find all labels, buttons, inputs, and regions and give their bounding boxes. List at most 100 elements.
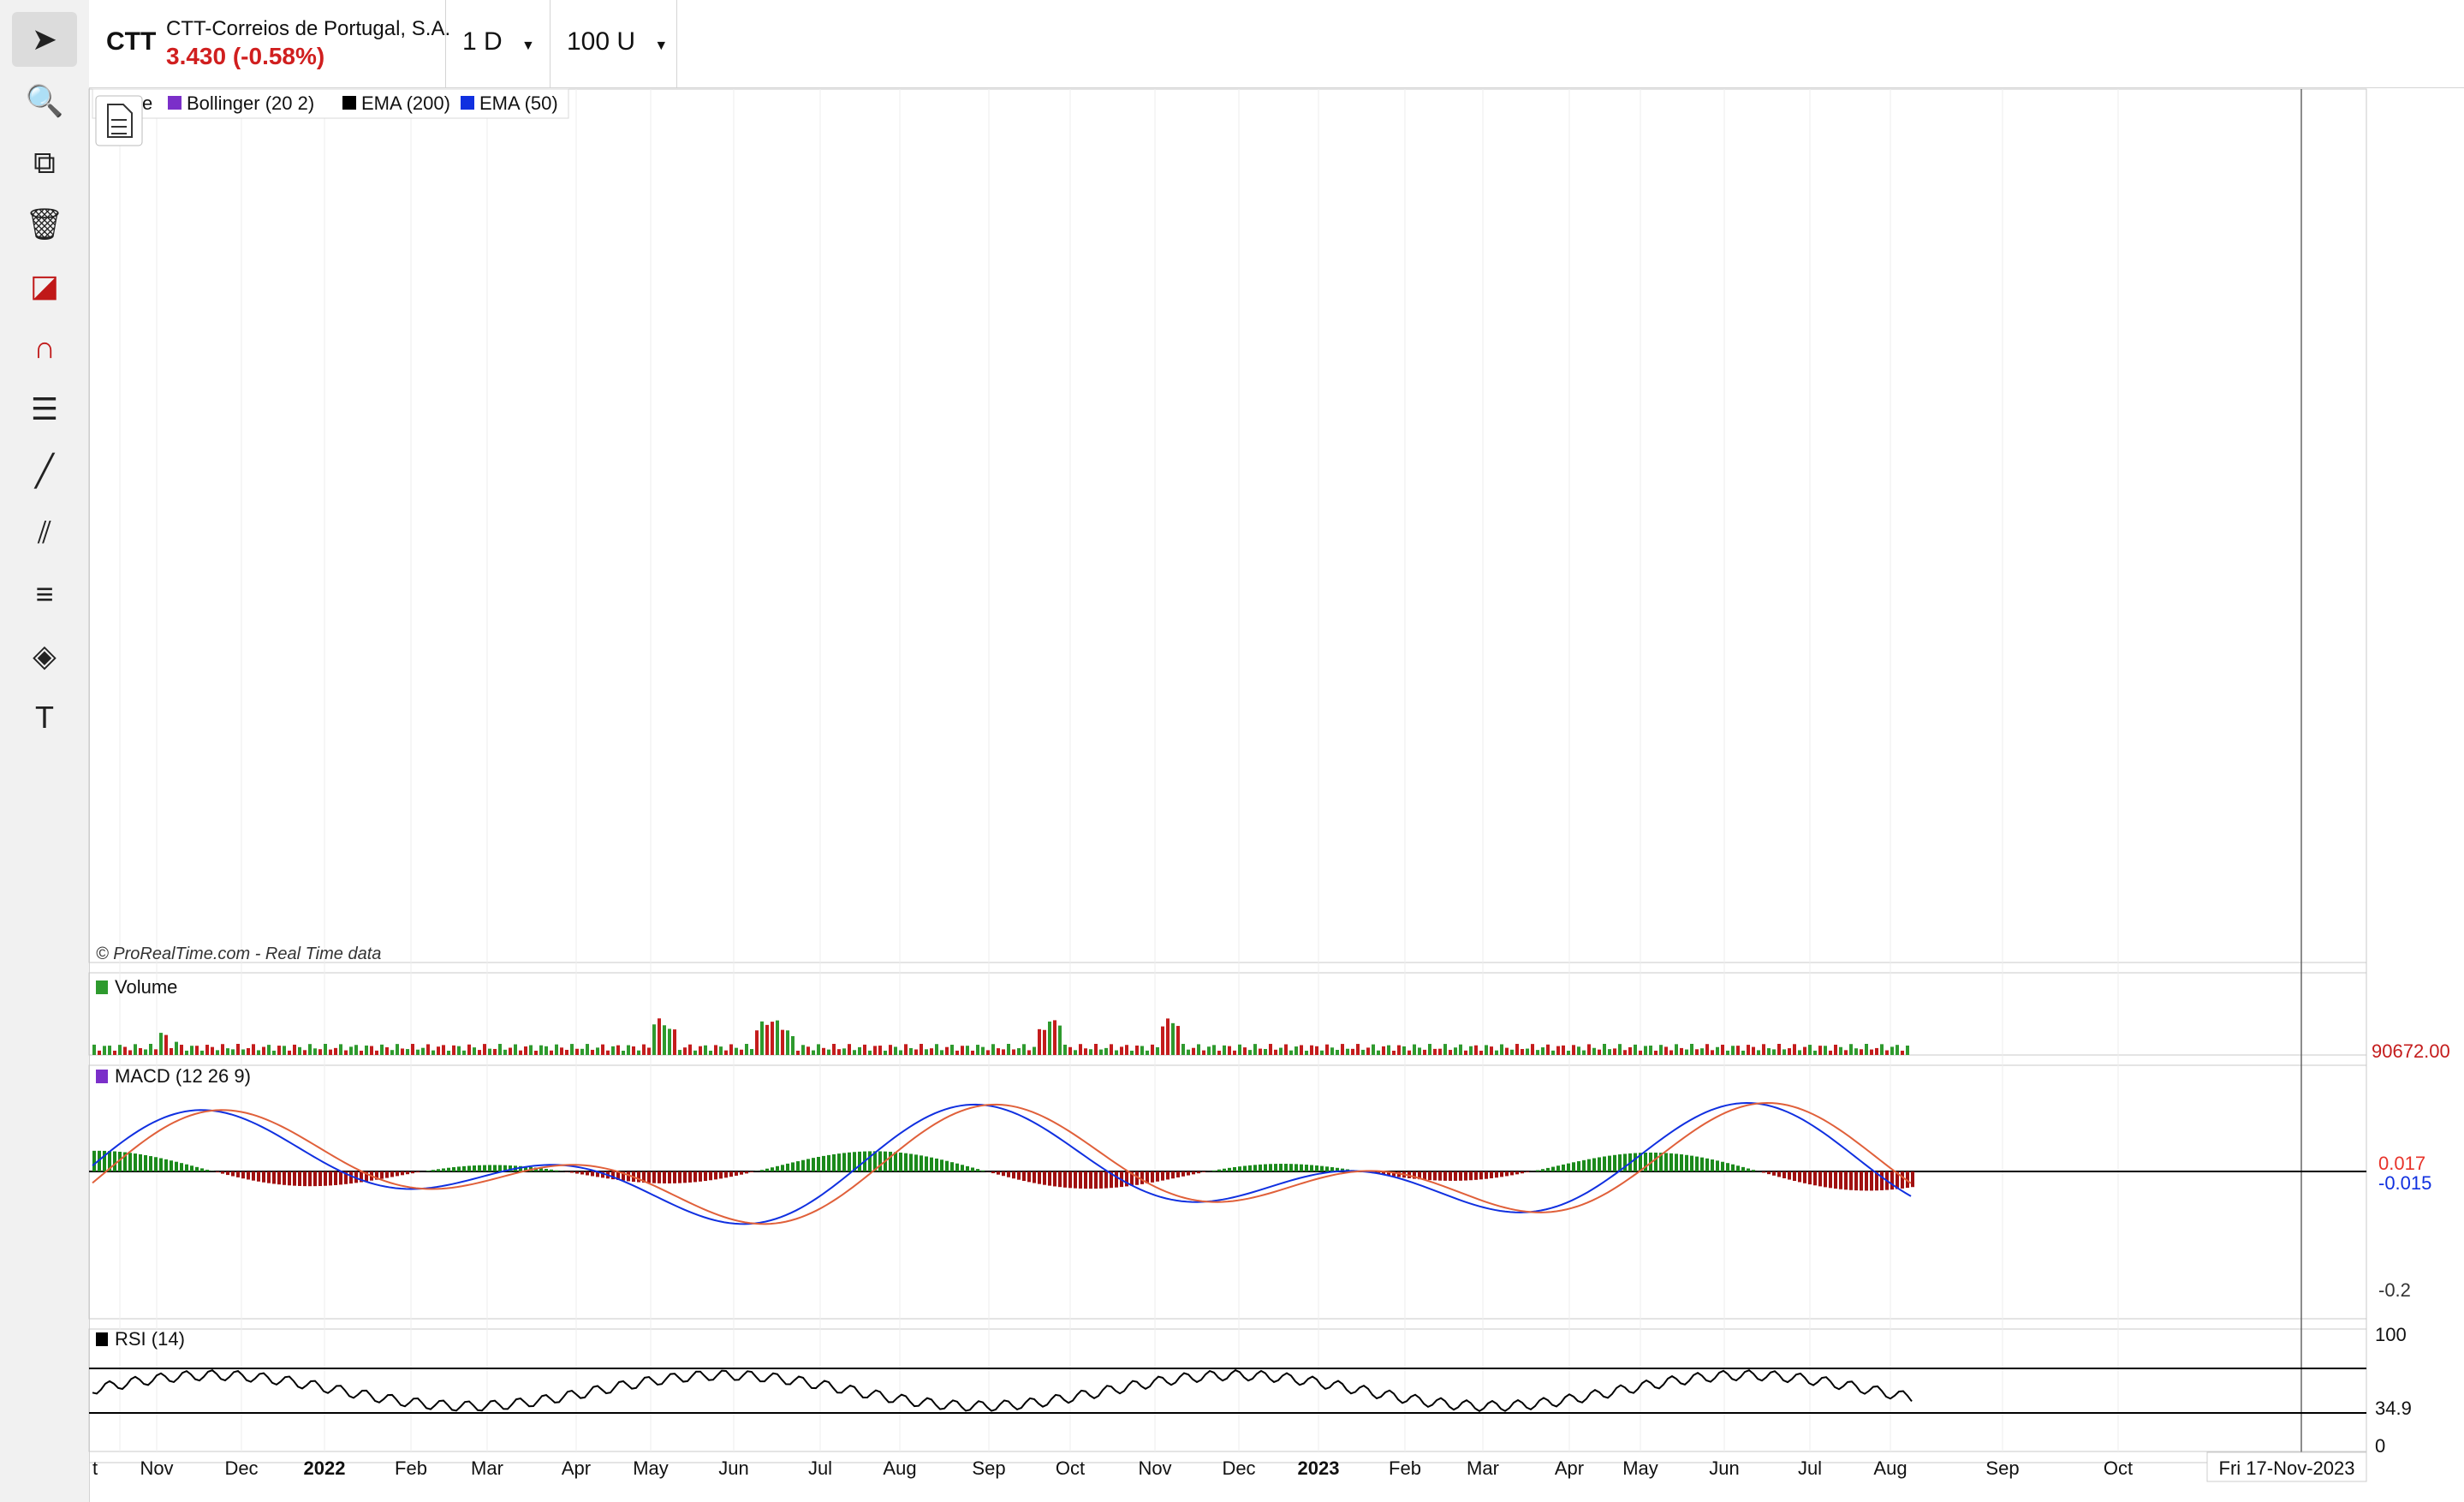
- volume-bar: [1022, 1044, 1026, 1055]
- chevron-down-icon: ▼: [654, 39, 669, 53]
- legend-swatch: [96, 1332, 108, 1346]
- macd-histogram-bar: [298, 1171, 301, 1186]
- macd-histogram-bar: [580, 1171, 584, 1175]
- macd-histogram-bar: [509, 1165, 512, 1171]
- volume-bar: [1567, 1050, 1570, 1055]
- volume-bar: [1361, 1049, 1365, 1055]
- volume-bar: [606, 1050, 610, 1055]
- volume-bar: [1623, 1050, 1627, 1055]
- volume-bar: [1356, 1044, 1360, 1055]
- volume-bar: [1351, 1048, 1354, 1055]
- x-tick-label: Nov: [140, 1457, 173, 1479]
- volume-bar: [1587, 1044, 1591, 1055]
- volume-bar: [642, 1044, 646, 1055]
- macd-histogram-bar: [1639, 1153, 1642, 1171]
- volume-bar: [570, 1044, 574, 1055]
- macd-histogram-bar: [1613, 1154, 1616, 1171]
- magnet-icon[interactable]: ∩: [33, 330, 56, 365]
- volume-bar: [1644, 1046, 1647, 1055]
- layout-icon[interactable]: ◪: [29, 268, 59, 303]
- macd-histogram-bar: [1587, 1159, 1591, 1171]
- volume-bar: [488, 1048, 491, 1055]
- volume-bar: [1875, 1047, 1878, 1055]
- macd-histogram-bar: [1012, 1171, 1015, 1179]
- volume-bar: [1284, 1044, 1288, 1055]
- macd-histogram-bar: [324, 1171, 327, 1186]
- macd-histogram-bar: [1330, 1167, 1334, 1171]
- macd-histogram-bar: [683, 1171, 687, 1183]
- cursor-icon[interactable]: ➤: [12, 12, 77, 67]
- text-icon[interactable]: T: [35, 700, 54, 735]
- copy-icon[interactable]: ⧉: [33, 144, 56, 180]
- macd-histogram-bar: [1880, 1171, 1884, 1191]
- list-icon[interactable]: ☰: [30, 391, 59, 426]
- macd-histogram-bar: [1521, 1171, 1524, 1174]
- macd-histogram-bar: [1038, 1171, 1041, 1184]
- symbol-label[interactable]: CTT: [106, 27, 157, 56]
- macd-histogram-bar: [565, 1171, 568, 1172]
- shapes-icon[interactable]: ◈: [33, 638, 57, 673]
- macd-histogram-bar: [1325, 1166, 1329, 1171]
- volume-bar: [971, 1050, 974, 1055]
- parallel-lines-icon[interactable]: ⫽: [37, 514, 52, 550]
- volume-bar: [1341, 1044, 1344, 1055]
- volume-bar: [1628, 1046, 1632, 1055]
- macd-histogram-bar: [267, 1171, 271, 1183]
- macd-histogram-bar: [1598, 1157, 1601, 1171]
- macd-histogram-bar: [1228, 1167, 1231, 1171]
- macd-histogram-bar: [431, 1170, 435, 1171]
- volume-value: 90672.00: [2372, 1040, 2450, 1062]
- fibonacci-icon[interactable]: ≡: [35, 576, 54, 611]
- macd-histogram-bar: [1294, 1164, 1298, 1171]
- macd-histogram-bar: [92, 1150, 96, 1171]
- magnifier-icon[interactable]: 🔍: [25, 83, 64, 118]
- macd-histogram-bar: [283, 1171, 286, 1185]
- macd-histogram-bar: [1505, 1171, 1509, 1177]
- volume-bar: [308, 1044, 312, 1055]
- volume-bar: [1110, 1044, 1113, 1055]
- units-selector[interactable]: 100 U ▼: [567, 27, 668, 57]
- macd-histogram-bar: [889, 1151, 892, 1171]
- volume-bar: [1181, 1044, 1185, 1055]
- volume-bar: [1572, 1045, 1575, 1055]
- volume-label: Volume: [115, 976, 177, 998]
- macd-histogram-bar: [164, 1159, 168, 1171]
- volume-bar: [1870, 1049, 1873, 1055]
- volume-bar: [1392, 1051, 1396, 1055]
- rsi-panel-frame: [88, 1328, 2367, 1452]
- volume-bar: [426, 1044, 430, 1055]
- interval-selector[interactable]: 1 D ▼: [462, 27, 535, 57]
- volume-bar: [817, 1044, 820, 1055]
- macd-histogram-bar: [1074, 1171, 1077, 1189]
- line-icon[interactable]: ╱: [35, 453, 54, 488]
- macd-histogram-bar: [950, 1162, 954, 1171]
- macd-histogram-bar: [1783, 1171, 1786, 1179]
- volume-bar: [1890, 1046, 1894, 1055]
- volume-bar: [1556, 1046, 1560, 1055]
- volume-bar: [1541, 1047, 1544, 1055]
- volume-bar: [637, 1050, 640, 1055]
- macd-histogram-bar: [1300, 1164, 1303, 1171]
- macd-histogram-bar: [1546, 1167, 1550, 1171]
- macd-histogram-bar: [1233, 1166, 1236, 1171]
- volume-bar: [1546, 1044, 1550, 1055]
- x-tick-label: Feb: [1389, 1457, 1421, 1479]
- volume-bar: [580, 1048, 584, 1055]
- volume-bar: [1562, 1045, 1565, 1055]
- volume-bar: [1017, 1048, 1021, 1055]
- macd-histogram-bar: [1474, 1171, 1478, 1180]
- macd-histogram-bar: [745, 1171, 748, 1174]
- trash-icon[interactable]: 🗑: [25, 206, 64, 241]
- volume-bar: [837, 1049, 841, 1055]
- volume-bar: [591, 1049, 594, 1055]
- volume-bar: [1659, 1045, 1663, 1055]
- macd-histogram-bar: [1875, 1171, 1878, 1191]
- volume-bar: [1834, 1044, 1837, 1055]
- macd-histogram-bar: [627, 1171, 630, 1182]
- macd-histogram-bar: [1110, 1171, 1113, 1189]
- volume-bar: [750, 1049, 753, 1055]
- volume-bar: [180, 1045, 183, 1055]
- macd-histogram-bar: [1664, 1153, 1668, 1171]
- macd-histogram-bar: [262, 1171, 265, 1183]
